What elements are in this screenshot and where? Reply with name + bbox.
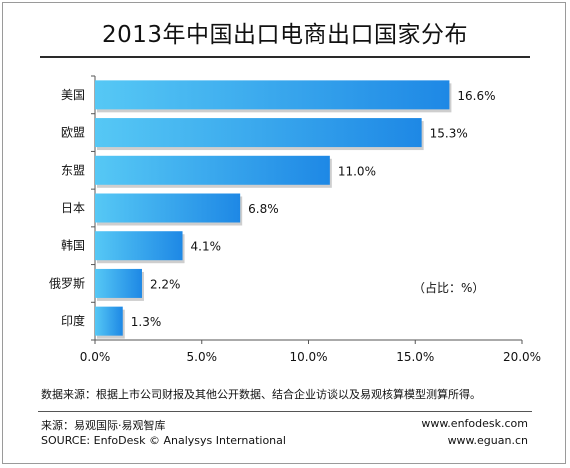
source-en: SOURCE: EnfoDesk © Analysys Internationa… <box>41 434 286 447</box>
category-label: 印度 <box>61 313 85 328</box>
category-label: 俄罗斯 <box>49 276 85 290</box>
category-label: 韩国 <box>61 238 85 253</box>
bar <box>95 155 330 185</box>
x-tick-label: 0.0% <box>80 350 111 364</box>
enfodesk-url: www.enfodesk.com <box>421 417 528 430</box>
unit-note: （占比：%） <box>413 281 485 295</box>
category-label: 东盟 <box>61 163 85 177</box>
x-tick-label: 20.0% <box>503 350 541 364</box>
category-label: 欧盟 <box>61 126 85 140</box>
bar <box>95 231 183 261</box>
x-tick-label: 5.0% <box>187 350 218 364</box>
x-tick-label: 10.0% <box>289 350 327 364</box>
value-label: 2.2% <box>150 277 181 291</box>
category-label: 美国 <box>61 88 85 102</box>
footer-separator <box>38 411 532 412</box>
value-label: 11.0% <box>338 164 376 178</box>
value-label: 16.6% <box>457 89 495 103</box>
bar <box>95 306 123 336</box>
bar <box>95 80 450 110</box>
source-cn: 来源：易观国际·易观智库 <box>41 419 166 432</box>
chart-title: 2013年中国出口电商出口国家分布 <box>101 22 469 48</box>
value-label: 15.3% <box>430 127 468 141</box>
category-label: 日本 <box>61 201 85 215</box>
value-label: 6.8% <box>248 202 279 216</box>
title-underline <box>40 56 530 58</box>
bar <box>95 193 241 223</box>
x-tick-label: 15.0% <box>396 350 434 364</box>
value-label: 4.1% <box>191 240 222 254</box>
data-source-note: 数据来源：根据上市公司财报及其他公开数据、结合企业访谈以及易观核算模型测算所得。 <box>41 388 481 401</box>
eguan-url: www.eguan.cn <box>447 434 528 447</box>
bar <box>95 268 142 298</box>
value-label: 1.3% <box>131 315 162 329</box>
bar <box>95 118 422 148</box>
